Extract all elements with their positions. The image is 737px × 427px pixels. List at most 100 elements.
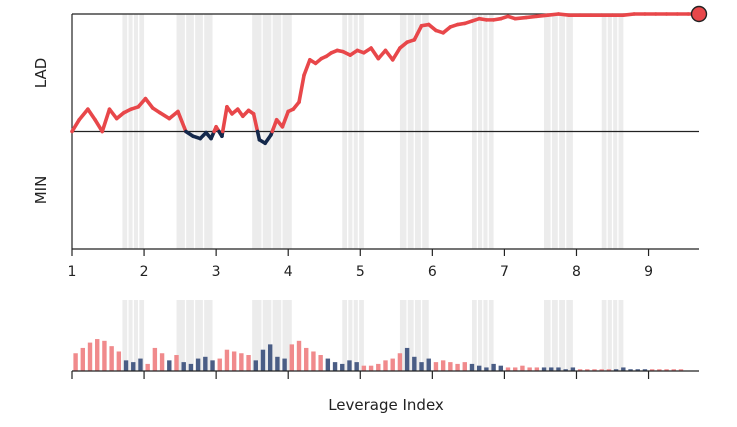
- leverage-bar: [412, 356, 417, 371]
- leverage-bar: [397, 353, 403, 371]
- leverage-bar: [649, 369, 655, 371]
- leverage-bar: [599, 369, 604, 371]
- leverage-bar: [304, 347, 309, 371]
- leverage-bar: [541, 367, 547, 371]
- leverage-bar: [354, 362, 359, 371]
- leverage-bar: [577, 369, 583, 371]
- end-point-marker: [690, 5, 708, 23]
- leverage-bar: [116, 351, 122, 371]
- leverage-bar: [253, 360, 258, 371]
- leverage-bar: [606, 369, 612, 371]
- leverage-bar: [167, 360, 172, 371]
- y-label-top: LAD: [32, 58, 50, 89]
- leverage-bar: [332, 362, 338, 371]
- leverage-bar: [109, 346, 114, 371]
- leverage-bar: [181, 362, 186, 371]
- leverage-bar: [325, 358, 331, 371]
- leverage-bar: [440, 360, 446, 371]
- leverage-bar: [224, 349, 230, 371]
- leverage-bar: [505, 367, 511, 371]
- leverage-bar: [361, 365, 367, 371]
- leverage-bar: [217, 358, 222, 371]
- leverage-bar: [462, 362, 467, 371]
- line-segment: [270, 117, 279, 134]
- leverage-bar: [419, 362, 424, 371]
- x-tick-label-7: 7: [500, 264, 509, 280]
- line-segment: [369, 46, 381, 61]
- line-segment: [302, 58, 312, 77]
- leverage-bar: [131, 362, 136, 371]
- line-segment: [158, 110, 172, 121]
- leverage-bar: [642, 369, 648, 371]
- leverage-bar: [426, 358, 431, 371]
- x-tick-label-6: 6: [428, 264, 437, 280]
- line-segment: [100, 107, 112, 134]
- leverage-bar: [527, 367, 532, 371]
- leverage-bar: [296, 340, 302, 371]
- leverage-bar: [635, 369, 640, 371]
- leverage-bar: [404, 347, 410, 371]
- leverage-bar: [282, 358, 287, 371]
- leverage-bar: [188, 363, 194, 371]
- line-segment: [86, 107, 97, 122]
- leverage-bar: [123, 360, 129, 371]
- leverage-bar: [73, 353, 78, 371]
- leverage-bar: [231, 351, 237, 371]
- leverage-bar: [621, 367, 626, 371]
- leverage-bar: [152, 347, 158, 371]
- line-segment: [107, 107, 119, 121]
- leverage-bar: [80, 347, 86, 371]
- leverage-bar: [556, 367, 561, 371]
- leverage-bar: [95, 339, 100, 371]
- leverage-bar: [455, 363, 460, 371]
- leverage-bar: [195, 358, 201, 371]
- leverage-bar: [628, 369, 633, 371]
- x-tick-label-9: 9: [644, 264, 653, 280]
- x-tick-label-3: 3: [212, 264, 221, 280]
- line-segment: [556, 12, 572, 17]
- line-segment: [513, 15, 528, 21]
- leverage-bar: [520, 365, 525, 371]
- line-segment: [535, 13, 550, 19]
- leverage-bar: [513, 367, 518, 371]
- leverage-bar: [145, 363, 150, 371]
- line-segment: [176, 109, 188, 134]
- line-segment: [297, 73, 306, 104]
- line-segment: [383, 48, 395, 62]
- leverage-bar: [318, 355, 323, 371]
- leverage-bar: [289, 344, 295, 371]
- line-segment: [251, 112, 260, 134]
- leverage-bar: [657, 369, 662, 371]
- leverage-bar: [138, 358, 143, 371]
- leverage-bar: [664, 369, 669, 371]
- x-axis-title: Leverage Index: [328, 396, 444, 414]
- leverage-bar: [585, 369, 590, 371]
- line-segment: [70, 117, 82, 134]
- win-probability-line: [70, 5, 708, 146]
- leverage-bar: [534, 367, 540, 371]
- x-tick-label-5: 5: [356, 264, 365, 280]
- y-label-bottom: MIN: [32, 176, 50, 205]
- leverage-bar: [563, 369, 568, 371]
- leverage-bar: [239, 353, 244, 371]
- leverage-bar: [311, 351, 316, 371]
- leverage-bar: [433, 362, 439, 371]
- leverage-bar: [448, 362, 453, 371]
- leverage-bar: [570, 367, 576, 371]
- leverage-bar: [275, 356, 280, 371]
- leverage-bar: [549, 367, 554, 371]
- line-segment: [77, 107, 90, 122]
- line-segment: [220, 105, 229, 134]
- line-segment: [621, 12, 636, 17]
- leverage-bar: [592, 369, 597, 371]
- leverage-bar: [476, 365, 482, 371]
- leverage-bar: [498, 365, 504, 371]
- x-tick-label-4: 4: [284, 264, 293, 280]
- line-segment: [545, 12, 561, 17]
- leverage-bar: [390, 358, 395, 371]
- leverage-bar: [376, 363, 381, 371]
- leverage-bar: [613, 369, 619, 371]
- leverage-bar: [87, 342, 93, 371]
- x-tick-label-2: 2: [140, 264, 149, 280]
